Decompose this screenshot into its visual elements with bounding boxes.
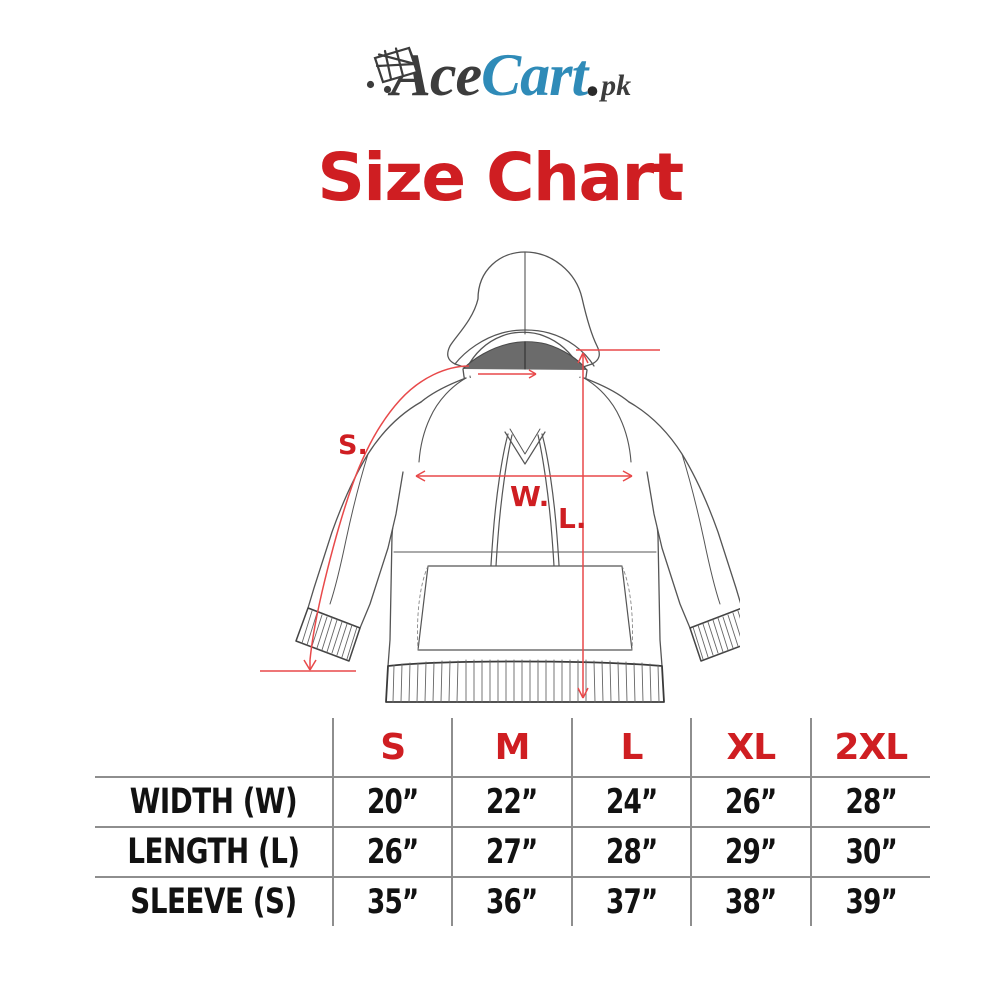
length-arrow-bottom [577,687,589,699]
cell-width-xl: 26” [690,777,811,828]
cell-sleeve-xl: 38” [690,877,811,926]
size-chart-table: S M L XL 2XL WIDTH (W) 20” [95,718,930,926]
header-size-m: M [451,718,572,778]
row-label-length: LENGTH (L) [95,827,333,878]
cell-length-xl: 29” [690,827,811,878]
table-header-row: S M L XL 2XL [95,718,930,778]
width-arrow-left [415,470,426,482]
measurement-overlay [260,349,660,699]
sleeve-right-fold [681,453,721,605]
table-row-width: WIDTH (W) 20” 22” 24” 26” 28” [95,776,930,828]
cell-width-m: 22” [451,777,572,828]
cell-length-2xl: 30” [809,827,930,878]
row-label-width: WIDTH (W) [95,776,333,828]
brand-wordmark: AceCart.pk [369,45,631,116]
hood-trim-line [454,329,595,367]
cell-width-2xl: 28” [809,777,930,828]
neck-v-placket [504,431,546,465]
header-size-2xl: 2XL [809,718,930,778]
brand-cart: Cart [481,42,588,108]
header-size-s: S [331,718,453,778]
sleeve-measure-curve [309,365,470,661]
width-arrow-right [622,470,633,482]
cell-length-m: 27” [451,827,572,878]
cell-sleeve-2xl: 39” [809,877,930,926]
pocket-stitch-left [417,565,429,651]
cuff-left [295,607,361,662]
row-label-sleeve: SLEEVE (S) [130,882,297,922]
label-length: L. [558,502,586,535]
logo-wrap: AceCart.pk [366,44,631,116]
cuff-right [689,607,740,662]
waistband [385,659,665,703]
cell-sleeve-m: 36” [451,877,572,926]
cell-width-s: 20” [331,777,453,828]
hoodie-technical-drawing: S. W. L. [260,236,740,706]
cell-length-l: 28” [570,827,692,878]
cell-length-s: 26” [331,827,453,878]
table-row-length: LENGTH (L) 26” 27” 28” 29” 30” [95,827,930,878]
label-width: W. [510,480,549,513]
brand-tld: pk [601,69,632,102]
raglan-seam-left [418,377,467,463]
brand-logo: AceCart.pk [0,40,1000,120]
raglan-seam-right [583,377,632,463]
sleeve-left-fold [329,453,369,605]
hood-arrow-head [528,369,537,379]
kangaroo-pocket [417,565,633,651]
page-title: Size Chart [317,139,684,216]
sleeve-right [628,401,740,629]
brand-ace: Ace [390,42,482,108]
cell-sleeve-s: 35” [331,877,453,926]
table-row-sleeve: SLEEVE (S) 35” 36” 37” 38” 39” [95,877,930,926]
measurement-labels: S. W. L. [338,430,586,535]
pocket-stitch-right [621,565,633,651]
brand-dot: . [587,42,602,108]
header-size-l: L [570,718,692,778]
cell-sleeve-l: 37” [570,877,692,926]
header-size-xl: XL [690,718,811,778]
label-sleeve: S. [338,430,368,461]
length-arrow-top [577,352,589,364]
sleeve-arrow-head [303,659,317,671]
cell-width-l: 24” [570,777,692,828]
header-blank-cell [95,718,333,777]
